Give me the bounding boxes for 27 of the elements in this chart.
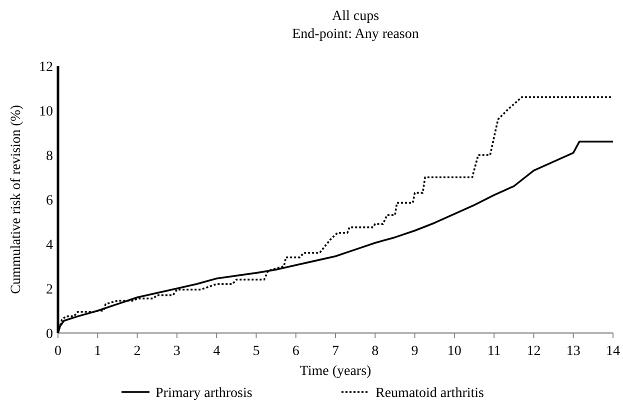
x-tick-label: 13 (566, 344, 580, 359)
x-tick-label: 6 (292, 344, 300, 359)
x-tick-label: 12 (526, 344, 541, 359)
y-tick-label: 8 (46, 149, 53, 164)
x-tick-label: 1 (94, 344, 102, 359)
y-tick-label: 10 (39, 104, 53, 120)
x-tick-label: 5 (252, 344, 260, 359)
x-axis-title: Time (years) (300, 364, 372, 379)
y-axis-title: Cummulative risk of revision (%) (9, 104, 24, 294)
legend-label: Reumatoid arthritis (376, 386, 484, 401)
x-tick-label: 14 (606, 344, 620, 359)
x-tick-label: 4 (213, 344, 220, 359)
chart-subtitle: End-point: Any reason (292, 27, 419, 42)
x-tick-label: 9 (411, 344, 418, 359)
x-tick-label: 8 (372, 344, 379, 359)
chart-title: All cups (332, 9, 380, 24)
y-tick-label: 6 (46, 194, 53, 208)
x-tick-label: 10 (447, 344, 462, 359)
y-tick-label: 4 (46, 238, 53, 253)
x-tick-label: 3 (173, 344, 180, 359)
y-tick-label: 0 (46, 327, 53, 342)
x-tick-label: 7 (332, 344, 339, 359)
x-tick-label: 11 (487, 344, 501, 359)
y-tick-label: 12 (39, 60, 53, 75)
y-tick-label: 2 (46, 282, 53, 298)
legend-label: Primary arthrosis (156, 386, 252, 401)
x-tick-label: 2 (134, 344, 141, 359)
